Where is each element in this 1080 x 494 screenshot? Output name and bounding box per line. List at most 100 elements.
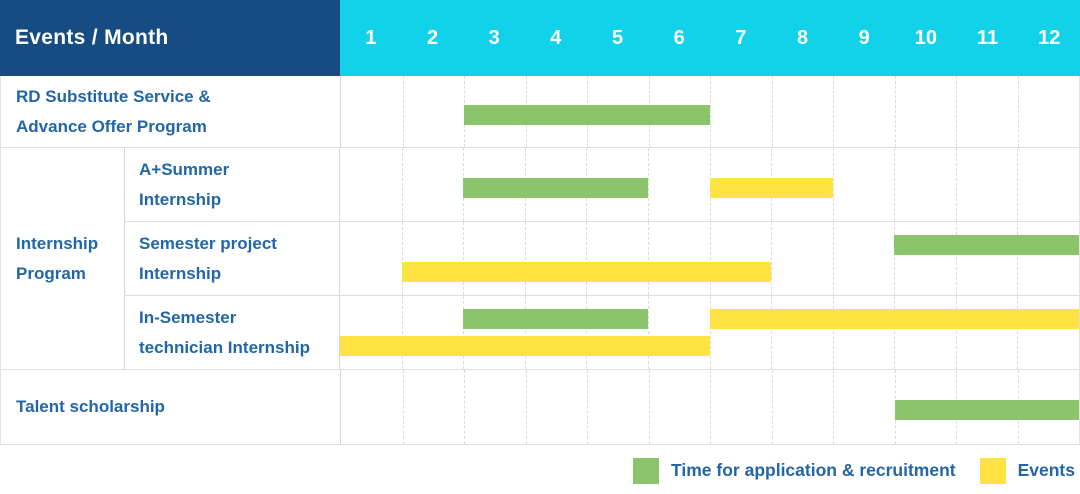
- month-gridline: [647, 296, 649, 369]
- month-header-9: 9: [858, 26, 870, 49]
- legend-label-application: Time for application & recruitment: [671, 460, 956, 480]
- legend-label-events: Events: [1017, 460, 1075, 480]
- month-gridline: [894, 296, 896, 369]
- group-label-line: Program: [16, 263, 86, 283]
- month-header-1: 1: [365, 26, 377, 49]
- internship-program-group: Internship Program A+Summer Internship S…: [1, 147, 1079, 369]
- month-gridline: [832, 222, 834, 295]
- row-label-a-plus-summer: A+Summer Internship: [125, 148, 340, 221]
- month-gridline: [402, 76, 404, 147]
- timeline-rd-substitute: [341, 76, 1079, 147]
- month-gridline: [771, 76, 773, 147]
- timeline-semester-project: [340, 222, 1079, 295]
- legend: Time for application & recruitment Event…: [0, 445, 1080, 494]
- event-bar: [401, 262, 772, 282]
- month-gridline: [401, 148, 403, 221]
- month-gridline: [709, 296, 711, 369]
- group-label-internship-program: Internship Program: [1, 148, 125, 369]
- application-swatch-icon: [633, 457, 660, 484]
- month-header-3: 3: [488, 26, 500, 49]
- table-header: Events / Month 1 2 3 4 5 6 7 8 9 10 11 12: [0, 0, 1080, 76]
- month-gridline: [771, 222, 773, 295]
- row-label-line: A+Summer: [139, 159, 230, 179]
- month-gridline: [524, 296, 526, 369]
- row-label-in-semester-technician: In-Semester technician Internship: [125, 296, 340, 369]
- month-gridline: [833, 76, 834, 147]
- month-gridline: [710, 76, 711, 147]
- row-label-line: Talent scholarship: [16, 397, 165, 416]
- month-gridline: [709, 222, 711, 295]
- table-row: Talent scholarship: [1, 369, 1079, 444]
- month-gridline: [647, 148, 649, 221]
- month-gridline: [955, 296, 957, 369]
- table-body: RD Substitute Service & Advance Offer Pr…: [0, 76, 1080, 445]
- month-gridline: [832, 296, 834, 369]
- row-label-line: Internship: [139, 189, 222, 209]
- month-gridline: [402, 370, 404, 444]
- application-bar: [894, 400, 1079, 420]
- table-row: RD Substitute Service & Advance Offer Pr…: [1, 76, 1079, 147]
- application-bar: [463, 309, 648, 329]
- month-gridline: [524, 222, 526, 295]
- month-gridline: [710, 370, 711, 444]
- month-gridline: [463, 222, 465, 295]
- month-header-2: 2: [426, 26, 439, 49]
- table-row: In-Semester technician Internship: [125, 295, 1079, 369]
- month-header-4: 4: [550, 26, 562, 49]
- month-header-11: 11: [976, 26, 999, 49]
- table-row: Semester project Internship: [125, 221, 1079, 295]
- application-bar: [463, 177, 648, 198]
- row-label-line: Advance Offer Program: [16, 116, 207, 136]
- event-bar: [709, 177, 833, 198]
- month-header-5: 5: [611, 26, 624, 49]
- month-gridline: [955, 148, 957, 221]
- month-header-6: 6: [673, 26, 685, 49]
- month-gridline: [894, 76, 896, 147]
- month-gridline: [1017, 222, 1019, 295]
- month-headers: 1 2 3 4 5 6 7 8 9 10 11 12: [340, 0, 1080, 76]
- month-gridline: [955, 222, 957, 295]
- month-gridline: [1017, 296, 1019, 369]
- events-swatch-icon: [979, 457, 1006, 484]
- month-gridline: [1017, 148, 1019, 221]
- timeline-talent-scholarship: [341, 370, 1079, 444]
- month-gridline: [401, 222, 403, 295]
- month-gridline: [401, 296, 403, 369]
- month-gridline: [956, 76, 957, 147]
- event-bar: [340, 336, 710, 356]
- row-label-semester-project: Semester project Internship: [125, 222, 340, 295]
- month-header-7: 7: [735, 26, 747, 49]
- month-gridline: [647, 222, 649, 295]
- row-label-line: Semester project: [139, 233, 277, 253]
- events-month-header: Events / Month: [0, 0, 340, 76]
- timeline-in-semester-technician: [340, 296, 1079, 369]
- month-gridline: [463, 296, 465, 369]
- month-gridline: [586, 222, 588, 295]
- row-label-line: RD Substitute Service &: [16, 86, 211, 106]
- month-gridline: [832, 148, 834, 221]
- timeline-a-plus-summer: [340, 148, 1079, 221]
- month-header-12: 12: [1038, 26, 1061, 49]
- row-label-rd-substitute: RD Substitute Service & Advance Offer Pr…: [1, 76, 341, 147]
- month-gridline: [587, 370, 588, 444]
- month-gridline: [464, 370, 465, 444]
- month-gridline: [1017, 76, 1019, 147]
- month-gridline: [833, 370, 834, 444]
- row-label-talent-scholarship: Talent scholarship: [1, 370, 341, 444]
- application-bar: [464, 104, 710, 125]
- event-bar: [709, 309, 1079, 329]
- month-header-10: 10: [914, 26, 937, 49]
- month-gridline: [525, 370, 527, 444]
- table-row: A+Summer Internship: [125, 148, 1079, 221]
- month-gridline: [586, 296, 588, 369]
- month-gridline: [894, 148, 896, 221]
- month-gridline: [771, 370, 773, 444]
- row-label-line: Internship: [139, 263, 222, 283]
- group-label-line: Internship: [16, 233, 99, 253]
- row-label-line: In-Semester: [139, 307, 237, 327]
- month-gridline: [648, 370, 650, 444]
- application-bar: [894, 235, 1079, 255]
- month-header-8: 8: [796, 26, 809, 49]
- legend-item-events: Events: [979, 457, 1075, 484]
